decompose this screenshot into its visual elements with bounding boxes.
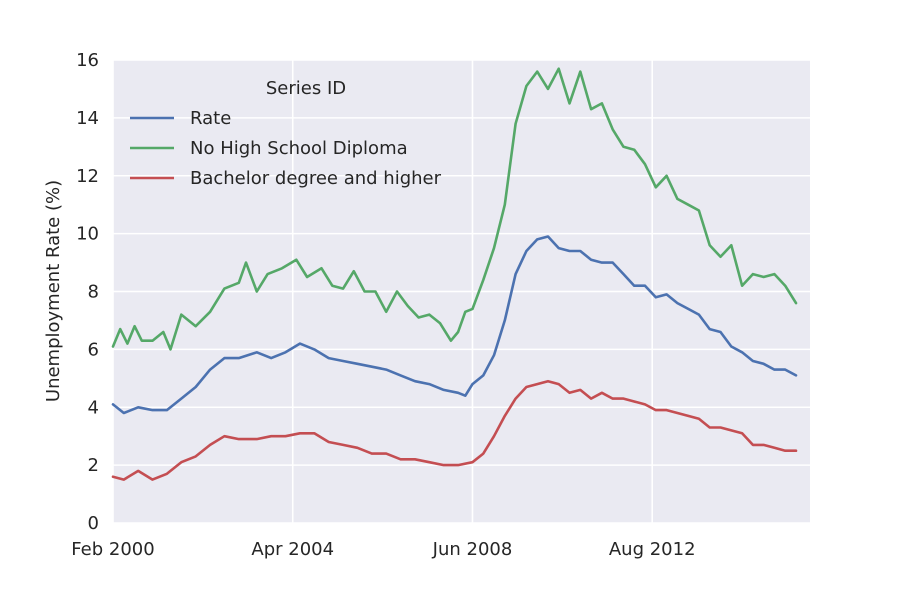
series-line-2 xyxy=(111,379,798,481)
y-tick-labels: 0 2 4 6 8 10 12 14 16 xyxy=(76,50,99,534)
y-tick-label: 0 xyxy=(88,513,99,534)
series-line-1 xyxy=(111,67,798,351)
x-tick-labels: Feb 2000 Apr 2004 Jun 2008 Aug 2012 xyxy=(71,539,695,560)
y-axis-label: Unemployment Rate (%) xyxy=(43,180,64,402)
legend-label-0: Rate xyxy=(190,108,231,129)
legend-items: Rate No High School Diploma Bachelor degre… xyxy=(130,108,442,189)
y-tick-label: 16 xyxy=(76,50,99,71)
y-tick-label: 4 xyxy=(88,397,99,418)
series-line-0 xyxy=(111,235,798,415)
legend-title: Series ID xyxy=(266,78,346,99)
y-tick-label: 6 xyxy=(88,339,99,360)
y-tick-label: 8 xyxy=(88,282,99,303)
x-tick-label: Apr 2004 xyxy=(251,539,334,560)
legend-label-2: Bachelor degree and higher xyxy=(190,168,442,189)
legend: Series ID Rate No High School Diploma Bach… xyxy=(130,78,442,189)
y-tick-label: 14 xyxy=(76,108,99,129)
y-tick-label: 12 xyxy=(76,166,99,187)
legend-label-1: No High School Diploma xyxy=(190,138,408,159)
y-tick-label: 10 xyxy=(76,224,99,245)
x-tick-label: Jun 2008 xyxy=(432,539,513,560)
y-tick-label: 2 xyxy=(88,455,99,476)
series-layer xyxy=(111,67,798,481)
x-tick-label: Feb 2000 xyxy=(71,539,154,560)
x-tick-label: Aug 2012 xyxy=(609,539,696,560)
